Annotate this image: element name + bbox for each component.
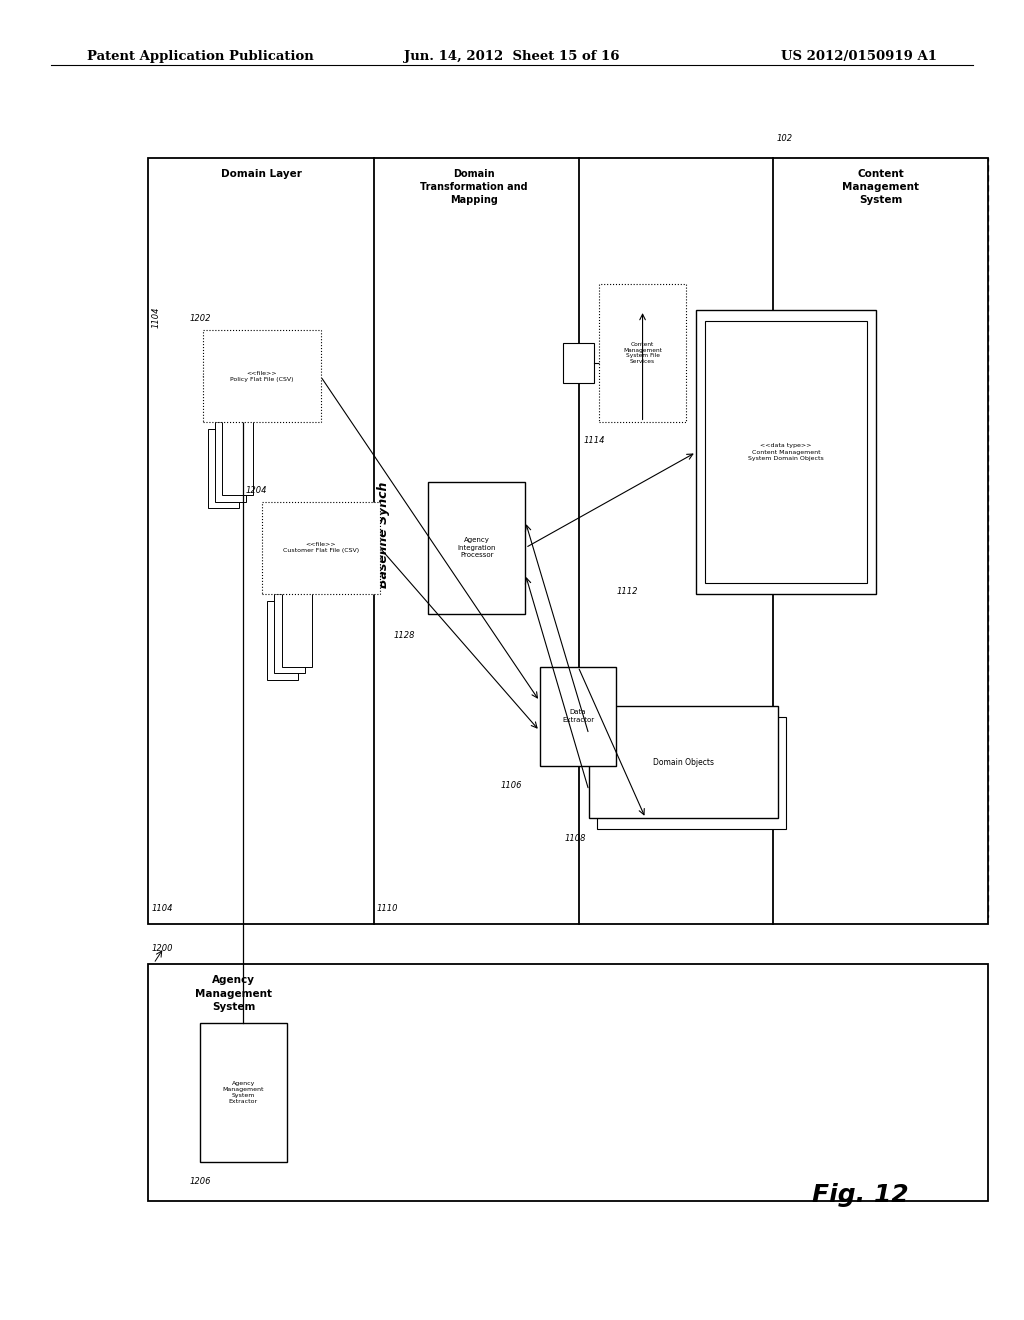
Text: 1128: 1128: [393, 631, 415, 640]
Bar: [222, 416, 253, 495]
Bar: [262, 502, 380, 594]
Text: Domain
Transformation and
Mapping: Domain Transformation and Mapping: [420, 169, 528, 206]
Text: 1114: 1114: [584, 436, 605, 445]
Text: Jun. 14, 2012  Sheet 15 of 16: Jun. 14, 2012 Sheet 15 of 16: [404, 50, 620, 63]
Text: 1108: 1108: [564, 834, 586, 843]
Text: Baseline Synch: Baseline Synch: [378, 482, 390, 587]
Text: Agency
Management
System
Extractor: Agency Management System Extractor: [222, 1081, 264, 1104]
Text: <<file>>
Customer Flat File (CSV): <<file>> Customer Flat File (CSV): [283, 543, 359, 553]
Bar: [597, 717, 786, 829]
Bar: [203, 330, 321, 422]
Text: Domain Layer: Domain Layer: [221, 169, 301, 180]
Text: Data
Extractor: Data Extractor: [562, 709, 594, 723]
Text: 1110: 1110: [377, 904, 398, 913]
Text: Agency
Integration
Processor: Agency Integration Processor: [458, 537, 496, 558]
Bar: [200, 1023, 287, 1162]
Text: Content
Management
System File
Services: Content Management System File Services: [624, 342, 662, 364]
Text: Domain Objects: Domain Objects: [653, 758, 714, 767]
Text: 1206: 1206: [189, 1177, 211, 1187]
Text: <<file>>
Policy Flat File (CSV): <<file>> Policy Flat File (CSV): [229, 371, 294, 381]
Text: US 2012/0150919 A1: US 2012/0150919 A1: [781, 50, 937, 63]
Text: 1104: 1104: [152, 904, 173, 913]
Text: Patent Application Publication: Patent Application Publication: [87, 50, 313, 63]
Bar: [374, 158, 988, 917]
Bar: [208, 429, 239, 508]
Text: <<data type>>
Content Management
System Domain Objects: <<data type>> Content Management System …: [749, 444, 823, 461]
Bar: [148, 158, 988, 924]
Text: 1204: 1204: [246, 486, 267, 495]
Bar: [267, 601, 298, 680]
Text: 1106: 1106: [501, 781, 522, 791]
Bar: [696, 310, 876, 594]
Text: 1202: 1202: [189, 314, 211, 323]
Text: 1104: 1104: [152, 306, 161, 327]
Text: 1200: 1200: [152, 944, 173, 953]
Bar: [148, 964, 988, 1201]
Bar: [215, 422, 246, 502]
Bar: [563, 343, 594, 383]
Bar: [428, 482, 525, 614]
Bar: [589, 706, 778, 818]
Text: Fig. 12: Fig. 12: [812, 1183, 908, 1206]
Text: Agency
Management
System: Agency Management System: [195, 975, 272, 1012]
Bar: [282, 587, 312, 667]
Bar: [599, 284, 686, 422]
Text: 102: 102: [776, 133, 793, 143]
Bar: [705, 321, 867, 583]
Bar: [540, 667, 616, 766]
Text: 1112: 1112: [616, 587, 638, 597]
Bar: [274, 594, 305, 673]
Text: Content
Management
System: Content Management System: [842, 169, 920, 206]
